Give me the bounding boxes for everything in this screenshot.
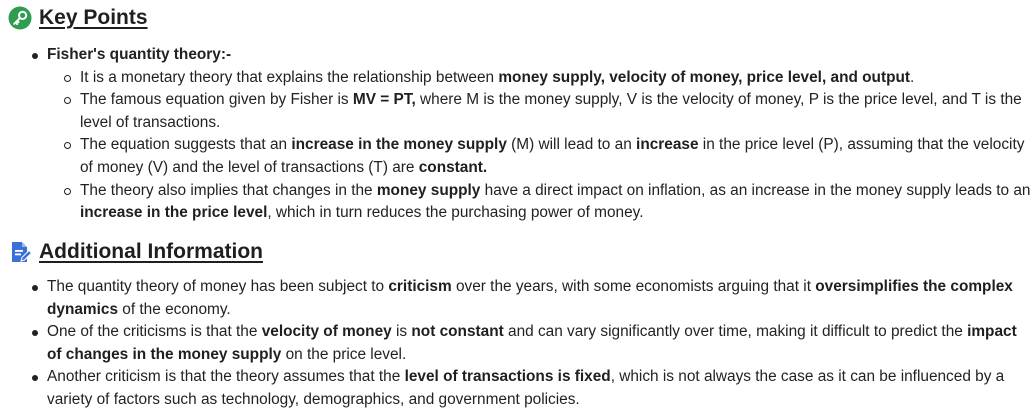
text-run: It is a monetary theory that explains th… <box>80 68 499 86</box>
text-run: The quantity theory of money has been su… <box>47 278 389 295</box>
list-item: The quantity theory of money has been su… <box>0 276 1034 321</box>
text-run: over the years, with some economists arg… <box>451 278 816 295</box>
list-item: The famous equation given by Fisher is M… <box>40 89 1034 134</box>
additional-information-list: The quantity theory of money has been su… <box>0 276 1034 412</box>
key-points-heading: Key Points <box>8 6 148 30</box>
text-run: have a direct impact on inflation, as an… <box>480 181 1031 199</box>
key-points-list: Fisher's quantity theory:- It is a monet… <box>0 44 1034 225</box>
text-run: Another criticism is that the theory ass… <box>47 368 405 386</box>
bold-text: criticism <box>388 278 452 295</box>
text-run: , which in turn reduces the purchasing p… <box>267 204 644 222</box>
bold-text: not constant <box>411 323 504 341</box>
text-run: The theory also implies that changes in … <box>80 181 377 199</box>
additional-information-heading: Additional Information <box>8 240 263 264</box>
bold-text: increase in the money supply <box>291 136 507 154</box>
text-run: is <box>391 323 412 341</box>
bold-text: oversimplifies the complex dynamics <box>47 278 1013 318</box>
text-run: (M) will lead to an <box>506 136 637 154</box>
bold-text: increase <box>636 136 699 154</box>
list-item: Fisher's quantity theory:- It is a monet… <box>0 44 1034 225</box>
additional-information-title: Additional Information <box>39 240 263 263</box>
bold-text: MV = PT, <box>352 91 416 109</box>
list-item: The theory also implies that changes in … <box>40 180 1034 225</box>
list-item: Another criticism is that the theory ass… <box>0 366 1034 411</box>
text-run: The equation suggests that an <box>80 136 292 154</box>
text-run: The famous equation given by Fisher is <box>80 91 353 109</box>
text-run: of the economy. <box>118 300 231 318</box>
bold-text: velocity of money <box>261 323 392 341</box>
bold-text: money supply, velocity of money, price l… <box>498 68 910 86</box>
bold-text: money supply <box>376 181 481 199</box>
key-icon <box>8 6 32 30</box>
text-run: in the price level (P), assuming that th… <box>80 136 1025 176</box>
bold-text: increase in the price level <box>80 204 268 222</box>
key-point-title: Fisher's quantity theory:- <box>47 46 232 63</box>
key-point-sub-list: It is a monetary theory that explains th… <box>40 67 1034 225</box>
bold-text: impact of changes in the money supply <box>47 323 1017 363</box>
list-item: The equation suggests that an increase i… <box>40 134 1034 179</box>
text-run: . <box>910 68 915 86</box>
document-edit-icon <box>8 240 33 264</box>
key-points-title: Key Points <box>39 6 148 29</box>
list-item: It is a monetary theory that explains th… <box>40 67 1034 90</box>
text-run: One of the criticisms is that the <box>47 323 262 341</box>
text-run: and can vary significantly over time, ma… <box>503 323 968 341</box>
text-run: on the price level. <box>281 345 407 363</box>
bold-text: constant. <box>418 158 488 176</box>
text-run: , which is not always the case as it can… <box>47 368 1005 408</box>
list-item: One of the criticisms is that the veloci… <box>0 321 1034 366</box>
text-run: where M is the money supply, V is the ve… <box>80 91 1022 131</box>
bold-text: level of transactions is fixed <box>404 368 611 386</box>
